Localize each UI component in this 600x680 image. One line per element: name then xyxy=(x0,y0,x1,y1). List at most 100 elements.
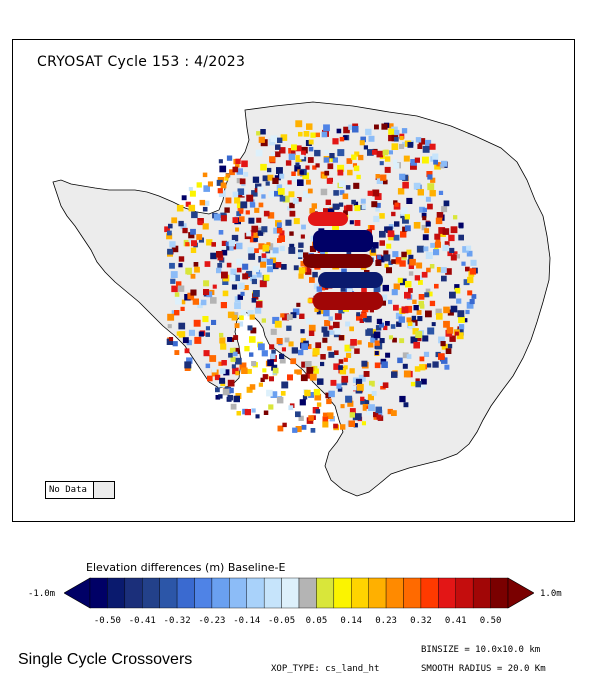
data-cell xyxy=(394,136,399,142)
data-cell xyxy=(333,363,340,370)
data-cell xyxy=(327,163,334,170)
colorbar-tick-label: 0.14 xyxy=(340,616,363,626)
data-cell xyxy=(220,368,226,374)
data-cell xyxy=(314,393,322,401)
data-cell xyxy=(287,374,293,381)
data-cell xyxy=(443,320,450,328)
data-cell xyxy=(298,131,303,137)
data-cell xyxy=(429,143,436,150)
data-cell xyxy=(258,202,264,208)
data-cell xyxy=(419,206,425,213)
data-cell xyxy=(239,209,244,214)
colorbar-swatch xyxy=(490,577,509,609)
data-cell xyxy=(299,154,305,160)
data-cell xyxy=(178,256,185,262)
data-cell xyxy=(469,299,475,305)
data-cell xyxy=(254,207,260,213)
data-cell xyxy=(413,305,419,311)
data-cell xyxy=(235,227,240,232)
colorbar-swatch xyxy=(229,577,247,609)
data-cell xyxy=(166,338,173,345)
data-cell xyxy=(378,256,385,263)
data-cell xyxy=(410,159,417,166)
data-cell xyxy=(249,202,256,208)
data-cell xyxy=(248,217,255,224)
data-cell xyxy=(294,369,299,374)
data-cell xyxy=(408,271,414,276)
colorbar-swatch xyxy=(194,577,213,609)
data-cell xyxy=(203,280,210,287)
data-cell xyxy=(384,156,391,162)
data-cell xyxy=(218,190,226,198)
data-cell xyxy=(279,245,285,252)
data-cell xyxy=(374,351,379,355)
data-cell xyxy=(203,185,210,192)
data-cell xyxy=(402,181,409,189)
colorbar-swatch xyxy=(263,577,282,609)
data-cell xyxy=(167,313,175,321)
data-cell xyxy=(180,306,185,311)
data-cell xyxy=(461,261,466,266)
data-cell xyxy=(330,379,337,386)
data-cell xyxy=(236,258,244,266)
data-cell xyxy=(379,240,385,246)
data-cell xyxy=(337,387,343,392)
data-cell xyxy=(328,316,333,321)
data-cell xyxy=(361,312,367,318)
data-cell xyxy=(417,189,424,196)
data-cell xyxy=(295,411,301,418)
data-cell xyxy=(300,261,306,267)
data-cell xyxy=(433,159,438,165)
data-cell xyxy=(434,233,441,240)
data-cell xyxy=(220,182,227,189)
data-cell xyxy=(260,129,266,135)
data-cell xyxy=(336,383,342,389)
data-cell xyxy=(463,279,470,286)
data-cell xyxy=(375,406,382,414)
data-cell xyxy=(361,360,368,367)
data-cell xyxy=(346,158,353,164)
data-cell xyxy=(169,337,174,342)
data-cell xyxy=(216,179,223,186)
data-cell xyxy=(405,305,413,313)
data-cell xyxy=(249,384,256,390)
data-cell xyxy=(301,150,306,156)
data-cell xyxy=(256,217,262,223)
data-cell xyxy=(400,231,407,238)
data-cell xyxy=(229,246,234,251)
data-cell xyxy=(347,400,354,407)
data-cell xyxy=(418,138,426,145)
data-cell xyxy=(197,302,203,309)
data-cell xyxy=(314,149,321,157)
data-cell xyxy=(424,228,430,234)
data-cell xyxy=(427,183,435,191)
data-cell xyxy=(276,396,284,404)
data-cell xyxy=(164,226,170,233)
colorbar-tick-label: -0.50 xyxy=(93,616,121,626)
anomaly-band xyxy=(313,230,373,252)
data-cell xyxy=(185,242,190,247)
data-cell xyxy=(435,308,442,315)
data-cell xyxy=(167,230,172,236)
data-cell xyxy=(425,288,431,294)
data-cell xyxy=(222,278,229,285)
data-cell xyxy=(211,242,216,247)
data-cell xyxy=(225,197,232,204)
data-cell xyxy=(190,247,197,253)
data-cell xyxy=(415,331,423,338)
data-cell xyxy=(235,163,240,168)
data-cell xyxy=(237,206,244,212)
data-cell xyxy=(295,145,302,152)
colorbar-swatch xyxy=(211,577,230,609)
data-cell xyxy=(337,169,344,176)
data-cell xyxy=(402,226,408,232)
data-cell xyxy=(257,186,264,193)
data-cell xyxy=(262,374,268,380)
data-cell xyxy=(269,344,275,350)
data-cell xyxy=(392,337,397,343)
data-cell xyxy=(190,289,197,296)
data-cell xyxy=(328,330,334,335)
data-cell xyxy=(205,332,210,337)
data-cell xyxy=(274,190,280,197)
data-cell xyxy=(182,337,189,344)
